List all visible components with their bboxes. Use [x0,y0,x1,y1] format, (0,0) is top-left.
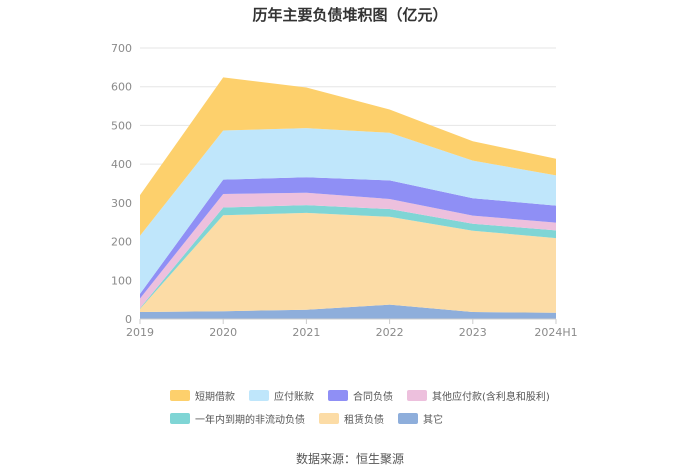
area-series-6 [140,77,556,236]
area-series-0 [140,304,556,319]
legend-item[interactable]: 合同负债 [328,388,393,403]
y-tick-label: 100 [111,274,132,287]
x-tick-label: 2023 [459,326,487,339]
legend-label: 其他应付款(含利息和股利) [432,392,550,403]
legend-swatch [398,413,418,424]
y-tick-label: 200 [111,236,132,249]
legend-row: 一年内到期的非流动负债 租赁负债 其它 [170,411,590,426]
x-tick-label: 2019 [126,326,154,339]
legend-label: 应付账款 [274,392,314,403]
legend-label: 其它 [423,415,443,426]
legend-swatch [170,413,190,424]
y-tick-label: 0 [125,313,132,326]
data-source: 数据来源：恒生聚源 [295,452,404,466]
legend-label: 合同负债 [353,392,393,403]
y-tick-label: 600 [111,81,132,94]
area-series-4 [140,177,556,299]
legend-swatch [249,390,269,401]
legend-swatch [407,390,427,401]
area-series-5 [140,128,556,294]
legend-swatch [319,413,339,424]
legend-item[interactable]: 应付账款 [249,388,314,403]
y-tick-label: 500 [111,119,132,132]
y-tick-label: 400 [111,158,132,171]
legend-item[interactable]: 其他应付款(含利息和股利) [407,388,550,403]
legend-item[interactable]: 一年内到期的非流动负债 [170,411,305,426]
legend-swatch [170,390,190,401]
legend-item[interactable]: 租赁负债 [319,411,384,426]
chart-title: 历年主要负债堆积图（亿元） [252,6,448,24]
x-tick-label: 2024H1 [534,326,577,339]
chart-legend: 短期借款 应付账款 合同负债 其他应付款(含利息和股利) 一年内到期的非流动负债 租赁负债… [170,388,590,434]
legend-label: 一年内到期的非流动负债 [195,415,305,426]
legend-label: 租赁负债 [344,415,384,426]
y-tick-label: 700 [111,42,132,55]
legend-swatch [328,390,348,401]
y-tick-label: 300 [111,197,132,210]
legend-label: 短期借款 [195,392,235,403]
x-tick-label: 2020 [209,326,237,339]
x-tick-label: 2021 [292,326,320,339]
legend-item[interactable]: 其它 [398,411,443,426]
x-tick-label: 2022 [376,326,404,339]
legend-row: 短期借款 应付账款 合同负债 其他应付款(含利息和股利) [170,388,590,403]
legend-item[interactable]: 短期借款 [170,388,235,403]
area-series-1 [140,212,556,313]
